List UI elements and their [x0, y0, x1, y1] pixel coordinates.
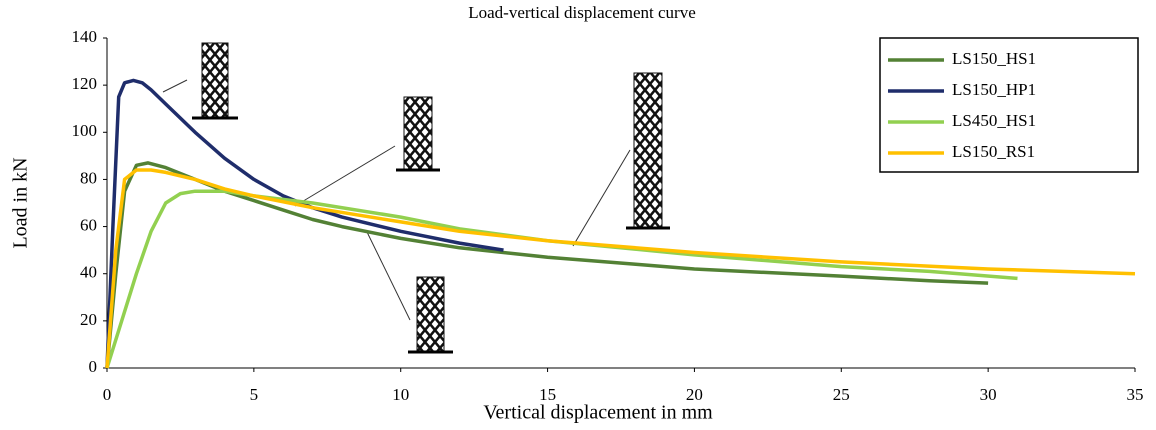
x-tick-label: 5 [250, 385, 259, 404]
y-tick-label: 100 [72, 121, 98, 140]
y-tick-label: 140 [72, 27, 98, 46]
legend-label: LS150_HS1 [952, 49, 1036, 68]
y-axis-label: Load in kN [10, 157, 32, 248]
series-line [105, 78, 504, 369]
x-tick-label: 0 [103, 385, 112, 404]
series-line [105, 161, 989, 369]
annotations [162, 42, 670, 354]
y-tick-label: 120 [72, 74, 98, 93]
legend-label: LS150_RS1 [952, 142, 1035, 161]
x-tick-label: 30 [980, 385, 997, 404]
legend-label: LS450_HS1 [952, 111, 1036, 130]
y-tick-label: 80 [80, 168, 97, 187]
series-line [105, 168, 1136, 369]
y-tick-label: 20 [80, 310, 97, 329]
y-tick-label: 40 [80, 263, 97, 282]
x-tick-label: 15 [539, 385, 556, 404]
x-tick-label: 10 [392, 385, 409, 404]
legend-label: LS150_HP1 [952, 80, 1036, 99]
x-tick-label: 25 [833, 385, 850, 404]
y-tick-label: 60 [80, 215, 97, 234]
x-axis-label: Vertical displacement in mm [483, 402, 713, 424]
chart-title: Load-vertical displacement curve [468, 3, 696, 22]
y-tick-label: 0 [89, 357, 98, 376]
x-tick-label: 20 [686, 385, 703, 404]
x-tick-label: 35 [1127, 385, 1144, 404]
